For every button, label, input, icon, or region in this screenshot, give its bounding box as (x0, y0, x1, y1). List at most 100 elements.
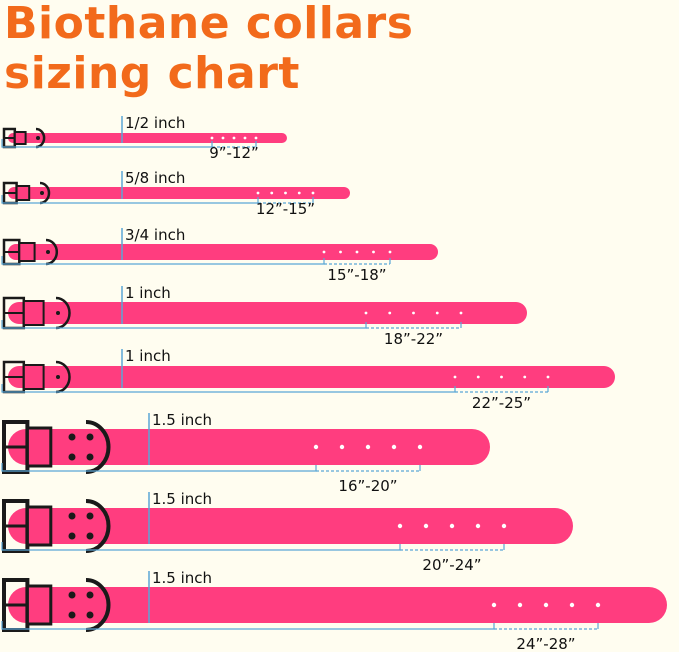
adjustment-hole (339, 250, 342, 254)
collar-2: 5/8 inch 12”-15” (1, 169, 350, 218)
adjustment-hole (491, 602, 497, 608)
buckle-keeper (25, 426, 53, 468)
collar-size-label: 24”-28” (516, 635, 575, 652)
collar-size-label: 22”-25” (472, 394, 531, 412)
buckle-keeper (22, 364, 45, 390)
length-measure-line (1, 542, 401, 551)
adjustment-hole (284, 191, 287, 195)
collar-size-label: 18”-22” (384, 330, 443, 348)
collar-5: 1 inch 22”-25” (1, 347, 615, 412)
adjustment-hole (523, 375, 527, 379)
adjustment-hole (339, 444, 345, 450)
adjustment-hole (500, 375, 503, 379)
adjustment-hole (256, 191, 260, 195)
collar-6: 1.5 inch 16”-20” (1, 411, 490, 495)
adjustment-hole (254, 136, 258, 140)
rivet (86, 591, 94, 599)
rivet (68, 512, 76, 520)
title-line-2: sizing chart (4, 48, 300, 99)
collar-7: 1.5 inch 20”-24” (1, 490, 573, 574)
rivet (86, 512, 94, 520)
adjustment-hole (297, 191, 301, 195)
collar-width-label: 1.5 inch (152, 569, 212, 587)
length-measure-line (1, 195, 259, 204)
collar-size-label: 20”-24” (422, 556, 481, 574)
adjustment-hole (388, 311, 392, 315)
adjustment-hole (232, 136, 236, 140)
collar-strap (8, 587, 667, 623)
buckle-keeper (22, 300, 45, 326)
d-ring (85, 578, 111, 632)
adjustment-hole (221, 136, 225, 140)
collar-size-label: 16”-20” (338, 477, 397, 495)
adjustment-hole (435, 311, 439, 315)
length-measure-line (1, 320, 367, 329)
rivet (68, 433, 76, 441)
collar-width-label: 5/8 inch (125, 169, 185, 187)
collar-width-label: 1/2 inch (125, 114, 185, 132)
adjustment-hole (449, 523, 455, 529)
length-measure-line (1, 384, 456, 393)
collar-strap (8, 133, 287, 143)
adjustment-hole (517, 602, 523, 608)
collar-size-label: 12”-15” (256, 200, 315, 218)
adjustment-hole (388, 250, 392, 254)
title-line-1: Biothane collars (4, 0, 414, 49)
length-measure-line (1, 621, 495, 630)
adjustment-hole (417, 444, 423, 450)
adjustment-hole (543, 602, 549, 608)
d-ring (39, 181, 51, 205)
rivet (86, 453, 94, 461)
collar-width-label: 1.5 inch (152, 411, 212, 429)
d-ring (45, 238, 59, 266)
rivet (46, 250, 50, 254)
collar-width-label: 1 inch (125, 284, 171, 302)
buckle-keeper (18, 242, 36, 262)
adjustment-hole (475, 523, 481, 529)
adjustment-hole (322, 250, 326, 254)
adjustment-hole (311, 191, 315, 195)
adjustment-hole (595, 602, 601, 608)
d-ring (85, 420, 111, 474)
length-measure-line (1, 256, 325, 265)
rivet (86, 433, 94, 441)
adjustment-hole (397, 523, 403, 529)
collar-width-label: 1 inch (125, 347, 171, 365)
adjustment-hole (243, 136, 247, 140)
rivet (68, 453, 76, 461)
collar-strap (8, 508, 573, 544)
length-measure-line (1, 463, 317, 472)
collar-strap (8, 187, 350, 199)
adjustment-hole (423, 523, 429, 529)
rivet (86, 611, 94, 619)
rivet (68, 591, 76, 599)
adjustment-hole (365, 444, 371, 450)
adjustment-hole (270, 191, 274, 195)
d-ring (35, 127, 46, 149)
collar-strap (8, 366, 615, 388)
collar-strap (8, 244, 438, 260)
collar-size-label: 15”-18” (327, 266, 386, 284)
adjustment-hole (459, 311, 463, 315)
adjustment-hole (501, 523, 507, 529)
collar-4: 1 inch 18”-22” (1, 284, 527, 348)
adjustment-hole (372, 250, 375, 254)
collar-strap (8, 429, 490, 465)
adjustment-hole (569, 602, 575, 608)
collar-3: 3/4 inch 15”-18” (1, 226, 438, 284)
d-ring (85, 499, 111, 553)
rivet (36, 136, 40, 140)
rivet (56, 311, 60, 315)
adjustment-hole (210, 136, 214, 140)
rivet (68, 611, 76, 619)
collar-strap (8, 302, 527, 324)
length-measure-line (1, 139, 213, 148)
rivet (40, 191, 44, 195)
collar-width-label: 1.5 inch (152, 490, 212, 508)
adjustment-hole (412, 311, 415, 315)
collar-8: 1.5 inch 24”-28” (1, 569, 667, 652)
collar-1: 1/2 inch 9”-12” (1, 114, 287, 162)
buckle-keeper (25, 505, 53, 547)
adjustment-hole (476, 375, 480, 379)
